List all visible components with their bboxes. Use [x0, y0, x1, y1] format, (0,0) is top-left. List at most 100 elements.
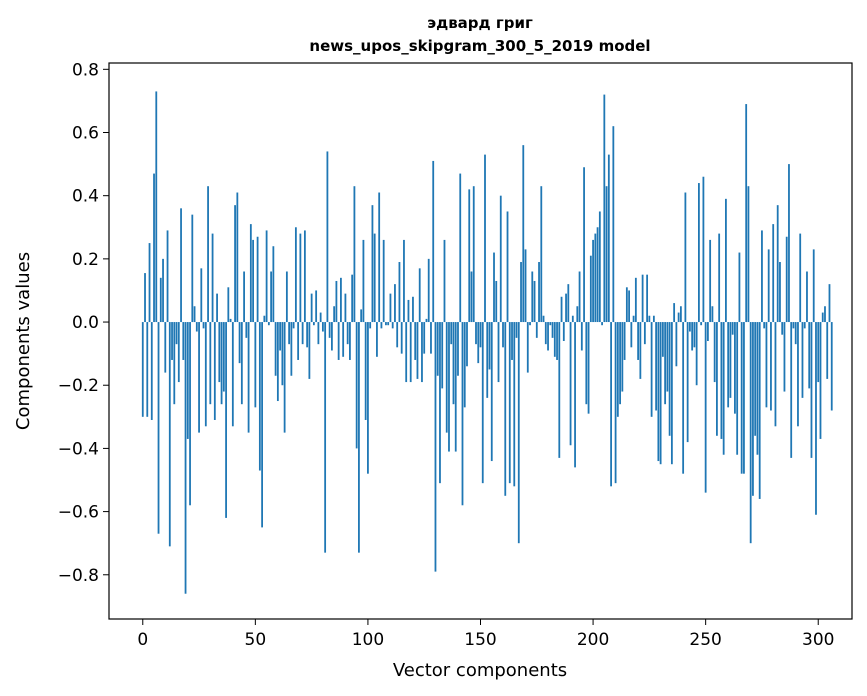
bar-80 [321, 322, 324, 332]
bar-214 [623, 322, 626, 360]
bar-1 [144, 273, 146, 323]
y-tick-label: −0.8 [58, 566, 99, 586]
bar-9 [162, 258, 164, 323]
bar-194 [578, 271, 581, 323]
bar-273 [756, 322, 759, 455]
bar-142 [461, 322, 464, 506]
x-tick-label: 0 [137, 630, 148, 650]
bar-125 [423, 322, 426, 354]
bar-107 [382, 239, 385, 323]
bar-120 [412, 296, 414, 323]
bar-68 [294, 227, 297, 323]
bar-179 [544, 322, 547, 345]
bar-116 [403, 239, 405, 323]
bars-group [141, 91, 833, 594]
bar-55 [265, 230, 268, 323]
bar-32 [213, 322, 216, 420]
bar-6 [155, 91, 158, 323]
bar-74 [308, 322, 311, 379]
bar-23 [193, 306, 196, 323]
bar-269 [747, 186, 750, 323]
bar-14 [173, 322, 176, 405]
plot-frame [108, 62, 853, 620]
bar-141 [459, 173, 462, 323]
bar-240 [682, 322, 685, 474]
bar-190 [569, 322, 572, 446]
bar-103 [373, 233, 376, 323]
bar-42 [236, 192, 239, 323]
bar-188 [565, 293, 567, 323]
y-axis-label: Components values [13, 252, 34, 430]
bar-286 [785, 236, 788, 323]
bar-220 [637, 322, 640, 360]
bar-50 [254, 322, 257, 408]
bar-257 [720, 322, 723, 439]
bar-99 [364, 322, 367, 420]
bar-72 [303, 230, 306, 323]
bar-162 [506, 211, 509, 323]
bar-189 [567, 284, 570, 323]
bar-203 [598, 211, 601, 323]
bar-176 [538, 262, 540, 323]
bar-118 [407, 299, 410, 323]
bar-119 [409, 322, 412, 383]
x-tick-label: 250 [689, 630, 721, 650]
bar-169 [522, 145, 525, 323]
bar-159 [499, 195, 502, 323]
x-axis-ticks: 0 50 100 150 200 250 300 [137, 619, 834, 650]
bar-241 [684, 192, 687, 323]
bar-165 [513, 322, 516, 487]
bar-202 [596, 227, 599, 323]
bar-246 [695, 322, 698, 386]
y-tick-label: 0.6 [72, 124, 99, 144]
bar-26 [200, 268, 203, 323]
bar-39 [229, 318, 232, 323]
bar-147 [472, 186, 475, 323]
bar-230 [659, 322, 662, 465]
bar-242 [686, 322, 689, 443]
bar-259 [725, 198, 727, 323]
bar-34 [218, 322, 221, 383]
x-tick-label: 200 [577, 630, 609, 650]
bar-106 [380, 322, 383, 329]
bar-265 [738, 252, 741, 323]
x-tick-label: 150 [464, 630, 496, 650]
bar-10 [164, 322, 167, 373]
bar-237 [675, 322, 678, 367]
bar-210 [614, 322, 617, 484]
bar-264 [736, 322, 739, 455]
bar-28 [204, 322, 207, 427]
bar-62 [281, 322, 284, 386]
bar-108 [385, 322, 387, 326]
bar-59 [274, 322, 277, 376]
bar-195 [580, 322, 583, 351]
bar-256 [718, 233, 721, 323]
bar-3 [148, 243, 151, 323]
bar-271 [752, 322, 754, 496]
bar-282 [776, 205, 779, 323]
bar-29 [207, 186, 209, 323]
bar-262 [731, 322, 734, 335]
bar-71 [301, 322, 304, 345]
bar-16 [177, 322, 180, 383]
bar-152 [484, 154, 486, 323]
bar-132 [439, 322, 441, 484]
bar-229 [657, 322, 660, 462]
bar-305 [828, 284, 831, 323]
bar-96 [358, 322, 360, 553]
bar-296 [808, 322, 811, 389]
bar-137 [450, 322, 453, 345]
bar-89 [342, 322, 345, 357]
bar-148 [475, 322, 477, 345]
bar-127 [427, 258, 430, 323]
bar-193 [576, 306, 579, 323]
bar-232 [664, 322, 667, 405]
bar-297 [810, 322, 813, 458]
bar-295 [806, 271, 808, 323]
bar-21 [189, 322, 191, 506]
x-tick-label: 300 [802, 630, 834, 650]
bar-69 [297, 322, 300, 360]
bar-252 [709, 239, 712, 323]
bar-35 [220, 322, 223, 405]
bar-84 [331, 322, 333, 351]
